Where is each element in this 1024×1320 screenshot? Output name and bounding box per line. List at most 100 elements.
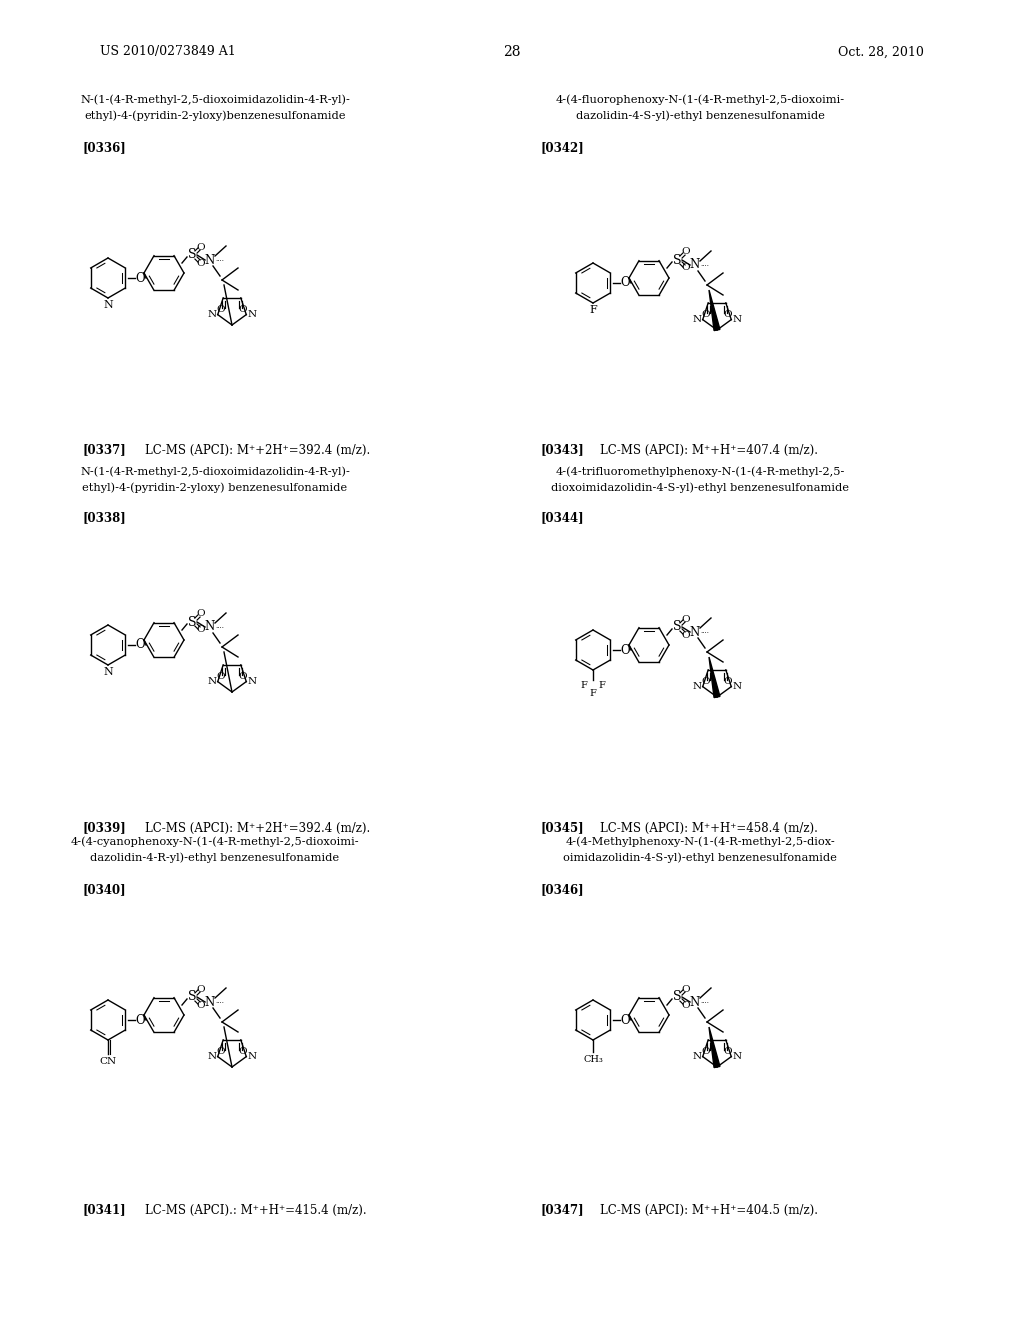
Text: N: N — [103, 667, 113, 677]
Text: N: N — [207, 677, 216, 686]
Text: O: O — [682, 615, 690, 623]
Text: [0345]: [0345] — [540, 821, 584, 834]
Text: LC-MS (APCI): M⁺+2H⁺=392.4 (m/z).: LC-MS (APCI): M⁺+2H⁺=392.4 (m/z). — [145, 444, 371, 457]
Text: LC-MS (APCI): M⁺+H⁺=407.4 (m/z).: LC-MS (APCI): M⁺+H⁺=407.4 (m/z). — [600, 444, 818, 457]
Text: N: N — [690, 259, 700, 272]
Text: O: O — [239, 672, 247, 681]
Text: N: N — [692, 315, 701, 325]
Text: O: O — [724, 310, 732, 319]
Text: O: O — [682, 631, 690, 639]
Text: N: N — [207, 310, 216, 319]
Text: O: O — [621, 1014, 630, 1027]
Polygon shape — [709, 657, 720, 697]
Text: LC-MS (APCI): M⁺+H⁺=404.5 (m/z).: LC-MS (APCI): M⁺+H⁺=404.5 (m/z). — [600, 1204, 818, 1217]
Text: ····: ···· — [700, 998, 709, 1006]
Text: N: N — [207, 1052, 216, 1061]
Text: dioxoimidazolidin-4-S-yl)-ethyl benzenesulfonamide: dioxoimidazolidin-4-S-yl)-ethyl benzenes… — [551, 483, 849, 494]
Text: [0338]: [0338] — [82, 511, 126, 524]
Text: O: O — [217, 672, 225, 681]
Text: F: F — [599, 681, 605, 690]
Text: [0347]: [0347] — [540, 1204, 584, 1217]
Text: O: O — [621, 644, 630, 656]
Text: Oct. 28, 2010: Oct. 28, 2010 — [838, 45, 924, 58]
Text: S: S — [673, 620, 681, 634]
Text: 4-(4-trifluoromethylphenoxy-N-(1-(4-R-methyl-2,5-: 4-(4-trifluoromethylphenoxy-N-(1-(4-R-me… — [555, 467, 845, 478]
Text: CH₃: CH₃ — [583, 1056, 603, 1064]
Text: O: O — [701, 677, 711, 686]
Text: S: S — [673, 253, 681, 267]
Text: 4-(4-fluorophenoxy-N-(1-(4-R-methyl-2,5-dioxoimi-: 4-(4-fluorophenoxy-N-(1-(4-R-methyl-2,5-… — [555, 95, 845, 106]
Text: O: O — [217, 305, 225, 314]
Text: [0344]: [0344] — [540, 511, 584, 524]
Text: O: O — [197, 610, 206, 619]
Text: ····: ···· — [700, 628, 709, 636]
Text: N: N — [205, 620, 215, 634]
Text: N: N — [205, 995, 215, 1008]
Text: O: O — [135, 272, 144, 285]
Text: ····: ···· — [215, 623, 224, 631]
Text: S: S — [187, 990, 197, 1003]
Text: LC-MS (APCI).: M⁺+H⁺=415.4 (m/z).: LC-MS (APCI).: M⁺+H⁺=415.4 (m/z). — [145, 1204, 367, 1217]
Text: [0341]: [0341] — [82, 1204, 126, 1217]
Text: [0342]: [0342] — [540, 141, 584, 154]
Text: N: N — [733, 1052, 741, 1061]
Text: ····: ···· — [215, 998, 224, 1006]
Text: [0340]: [0340] — [82, 883, 126, 896]
Text: dazolidin-4-S-yl)-ethyl benzenesulfonamide: dazolidin-4-S-yl)-ethyl benzenesulfonami… — [575, 111, 824, 121]
Text: N: N — [733, 682, 741, 692]
Text: O: O — [197, 243, 206, 252]
Text: O: O — [724, 677, 732, 686]
Text: N: N — [692, 682, 701, 692]
Text: N: N — [690, 626, 700, 639]
Text: O: O — [197, 985, 206, 994]
Text: O: O — [724, 1047, 732, 1056]
Text: N: N — [692, 1052, 701, 1061]
Text: N: N — [205, 253, 215, 267]
Text: oimidazolidin-4-S-yl)-ethyl benzenesulfonamide: oimidazolidin-4-S-yl)-ethyl benzenesulfo… — [563, 853, 837, 863]
Text: [0337]: [0337] — [82, 444, 126, 457]
Text: ethyl)-4-(pyridin-2-yloxy) benzenesulfonamide: ethyl)-4-(pyridin-2-yloxy) benzenesulfon… — [83, 483, 347, 494]
Text: [0336]: [0336] — [82, 141, 126, 154]
Text: 4-(4-cyanophenoxy-N-(1-(4-R-methyl-2,5-dioxoimi-: 4-(4-cyanophenoxy-N-(1-(4-R-methyl-2,5-d… — [71, 837, 359, 847]
Text: F: F — [590, 689, 596, 698]
Text: S: S — [187, 248, 197, 261]
Text: O: O — [217, 1047, 225, 1056]
Text: N: N — [733, 315, 741, 325]
Text: O: O — [239, 1047, 247, 1056]
Text: LC-MS (APCI): M⁺+H⁺=458.4 (m/z).: LC-MS (APCI): M⁺+H⁺=458.4 (m/z). — [600, 821, 818, 834]
Text: US 2010/0273849 A1: US 2010/0273849 A1 — [100, 45, 236, 58]
Text: N: N — [248, 1052, 257, 1061]
Text: N-(1-(4-R-methyl-2,5-dioxoimidazolidin-4-R-yl)-: N-(1-(4-R-methyl-2,5-dioxoimidazolidin-4… — [80, 467, 350, 478]
Text: N: N — [103, 300, 113, 310]
Text: N: N — [248, 310, 257, 319]
Text: O: O — [682, 1001, 690, 1010]
Text: [0339]: [0339] — [82, 821, 126, 834]
Text: O: O — [197, 1001, 206, 1010]
Text: O: O — [701, 310, 711, 319]
Text: [0346]: [0346] — [540, 883, 584, 896]
Text: F: F — [589, 305, 597, 315]
Text: O: O — [135, 1014, 144, 1027]
Text: O: O — [682, 264, 690, 272]
Text: LC-MS (APCI): M⁺+2H⁺=392.4 (m/z).: LC-MS (APCI): M⁺+2H⁺=392.4 (m/z). — [145, 821, 371, 834]
Text: 28: 28 — [503, 45, 521, 59]
Text: O: O — [239, 305, 247, 314]
Text: O: O — [197, 626, 206, 635]
Text: CN: CN — [99, 1056, 117, 1065]
Text: O: O — [197, 259, 206, 268]
Text: ····: ···· — [700, 261, 709, 269]
Text: F: F — [581, 681, 588, 690]
Text: ethyl)-4-(pyridin-2-yloxy)benzenesulfonamide: ethyl)-4-(pyridin-2-yloxy)benzenesulfona… — [84, 111, 346, 121]
Text: O: O — [682, 248, 690, 256]
Text: ····: ···· — [215, 256, 224, 264]
Text: O: O — [621, 276, 630, 289]
Text: O: O — [135, 639, 144, 652]
Polygon shape — [709, 290, 720, 330]
Text: [0343]: [0343] — [540, 444, 584, 457]
Text: S: S — [673, 990, 681, 1003]
Polygon shape — [709, 1027, 720, 1068]
Text: dazolidin-4-R-yl)-ethyl benzenesulfonamide: dazolidin-4-R-yl)-ethyl benzenesulfonami… — [90, 853, 340, 863]
Text: N-(1-(4-R-methyl-2,5-dioxoimidazolidin-4-R-yl)-: N-(1-(4-R-methyl-2,5-dioxoimidazolidin-4… — [80, 95, 350, 106]
Text: 4-(4-Methylphenoxy-N-(1-(4-R-methyl-2,5-diox-: 4-(4-Methylphenoxy-N-(1-(4-R-methyl-2,5-… — [565, 837, 835, 847]
Text: O: O — [682, 985, 690, 994]
